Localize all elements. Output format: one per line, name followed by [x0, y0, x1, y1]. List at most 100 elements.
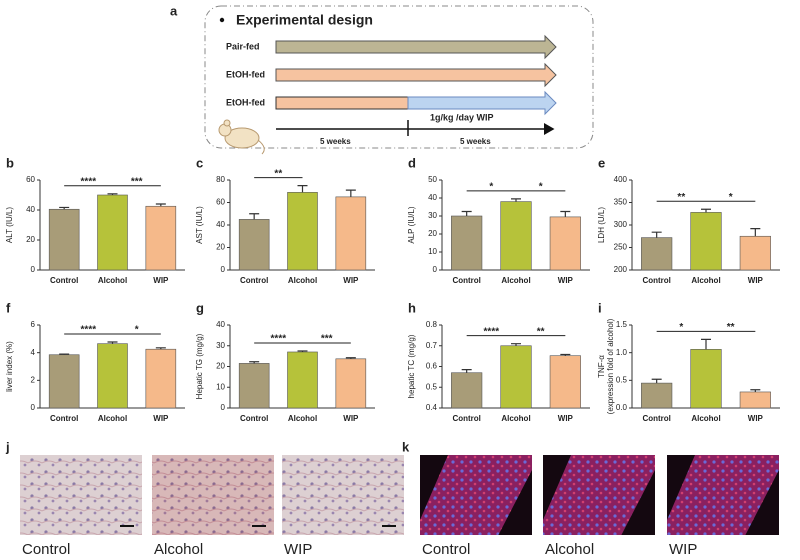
- significance-label: *: [489, 182, 493, 193]
- image-label: Control: [22, 541, 70, 558]
- y-axis-label: AST (IU/L): [195, 206, 204, 244]
- y-tick-label: 6: [31, 320, 36, 329]
- x-tick-label: Control: [50, 414, 78, 423]
- bar: [238, 363, 270, 409]
- image-label: WIP: [669, 541, 697, 558]
- panel-letter: e: [598, 155, 605, 170]
- y-tick-label: 350: [614, 198, 628, 207]
- y-tick-label: 0.6: [426, 362, 438, 371]
- y-tick-label: 300: [614, 220, 628, 229]
- x-tick-label: Alcohol: [288, 414, 317, 423]
- group-label: Pair-fed: [226, 41, 260, 51]
- error-bar: [461, 210, 472, 216]
- significance-label: **: [727, 322, 735, 333]
- y-tick-label: 10: [428, 247, 437, 256]
- y-tick-label: 20: [428, 229, 437, 238]
- error-bar: [155, 347, 166, 350]
- x-tick-label: WIP: [343, 414, 359, 423]
- y-tick-label: 0.5: [616, 375, 628, 384]
- y-tick-label: 0.8: [426, 320, 438, 329]
- error-bar: [59, 206, 70, 210]
- y-axis-label: ALP (IU/L): [407, 206, 416, 244]
- bar: [145, 348, 177, 409]
- treatment-label: 1g/kg /day WIP: [430, 112, 494, 122]
- bar: [145, 205, 177, 271]
- error-bar: [249, 213, 260, 220]
- period-label: 5 weeks: [460, 137, 491, 146]
- significance-label: *: [679, 322, 683, 333]
- error-bar: [155, 203, 166, 207]
- significance-label: ***: [131, 176, 143, 187]
- y-axis-label: ALT (IU/L): [5, 207, 14, 243]
- error-bar: [345, 189, 356, 197]
- bar: [335, 196, 367, 271]
- dark-region: [667, 455, 695, 520]
- y-axis-label: liver index (%): [5, 341, 14, 392]
- y-tick-label: 0: [433, 265, 438, 274]
- y-tick-label: 0: [31, 403, 36, 412]
- design-title: Experimental design: [236, 12, 373, 28]
- error-bar: [511, 198, 521, 202]
- bar: [451, 215, 483, 271]
- dark-region: [543, 455, 571, 520]
- y-tick-label: 40: [428, 193, 437, 202]
- error-bar: [701, 338, 711, 350]
- significance-label: ****: [81, 176, 97, 187]
- error-bar: [107, 341, 118, 344]
- micrograph: [282, 455, 404, 535]
- significance-label: **: [677, 192, 685, 203]
- y-tick-label: 1.5: [616, 320, 628, 329]
- significance-label: **: [274, 168, 282, 179]
- x-tick-label: Control: [50, 276, 78, 285]
- bar: [500, 345, 532, 409]
- error-bar: [297, 185, 308, 193]
- y-tick-label: 0.0: [616, 403, 628, 412]
- image-label: Control: [422, 541, 470, 558]
- bar: [500, 201, 532, 271]
- x-tick-label: WIP: [153, 276, 169, 285]
- mouse-icon: [218, 119, 265, 155]
- dark-region: [745, 470, 779, 535]
- bar: [641, 382, 673, 409]
- y-tick-label: 250: [614, 243, 628, 252]
- significance-label: ****: [484, 326, 500, 337]
- bar: [238, 219, 270, 271]
- x-tick-label: Control: [452, 276, 480, 285]
- y-tick-label: 80: [216, 175, 225, 184]
- bar: [48, 354, 80, 409]
- error-bar: [511, 343, 521, 346]
- error-bar: [461, 369, 472, 373]
- bar: [451, 372, 483, 409]
- panel-letter: i: [598, 300, 602, 315]
- panel-letter: h: [408, 300, 416, 315]
- error-bar: [651, 231, 662, 238]
- y-axis-label: hepatic TC (mg/g): [407, 334, 416, 398]
- x-tick-label: Alcohol: [691, 276, 720, 285]
- x-tick-label: Control: [240, 414, 268, 423]
- y-tick-label: 10: [216, 382, 225, 391]
- y-tick-label: 60: [216, 198, 225, 207]
- y-tick-label: 0: [31, 265, 36, 274]
- x-tick-label: Control: [642, 414, 670, 423]
- significance-label: *: [135, 325, 139, 336]
- error-bar: [560, 210, 571, 217]
- bar: [549, 216, 581, 271]
- y-axis-label: LDH (U/L): [597, 207, 606, 243]
- dark-region: [498, 470, 532, 535]
- panel-letter: g: [196, 300, 204, 315]
- panel-letter: b: [6, 155, 14, 170]
- y-tick-label: 200: [614, 265, 628, 274]
- bar: [335, 358, 367, 409]
- significance-label: *: [539, 182, 543, 193]
- error-bar: [750, 389, 761, 392]
- bar: [739, 391, 771, 409]
- period-label: 5 weeks: [320, 137, 351, 146]
- bar: [549, 355, 581, 409]
- x-tick-label: WIP: [558, 414, 574, 423]
- y-axis-label: (expression fold of alcohol): [606, 318, 615, 414]
- y-axis-label: Hepatic TG (mg/g): [195, 333, 204, 399]
- y-tick-label: 40: [216, 220, 225, 229]
- y-tick-label: 0.7: [426, 341, 438, 350]
- arrow-etoh-fed: [275, 62, 557, 88]
